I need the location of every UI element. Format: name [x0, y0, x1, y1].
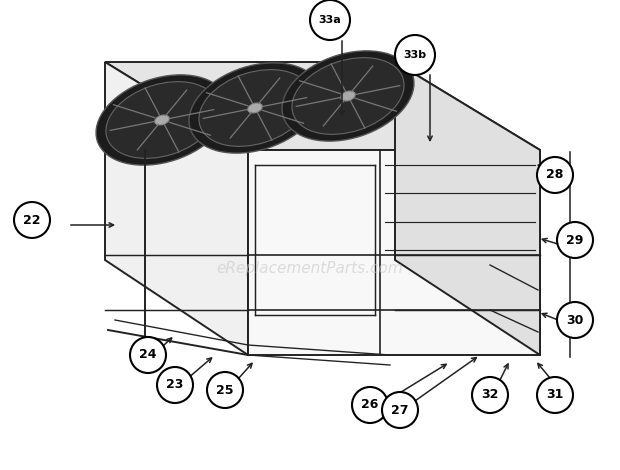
Text: 29: 29	[566, 234, 583, 246]
Circle shape	[537, 377, 573, 413]
Circle shape	[472, 377, 508, 413]
Circle shape	[352, 387, 388, 423]
Text: 26: 26	[361, 399, 379, 412]
Text: 25: 25	[216, 384, 234, 397]
Circle shape	[157, 367, 193, 403]
Ellipse shape	[292, 58, 404, 134]
Ellipse shape	[106, 82, 218, 158]
Ellipse shape	[155, 115, 169, 125]
Polygon shape	[248, 150, 540, 355]
Text: 31: 31	[546, 389, 564, 401]
Text: 24: 24	[140, 348, 157, 361]
Polygon shape	[105, 62, 540, 150]
Circle shape	[557, 222, 593, 258]
Circle shape	[395, 35, 435, 75]
Polygon shape	[395, 62, 540, 355]
Text: 22: 22	[24, 213, 41, 227]
Text: 33a: 33a	[319, 15, 342, 25]
Text: 23: 23	[166, 378, 184, 392]
Text: 33b: 33b	[404, 50, 427, 60]
Text: eReplacementParts.com: eReplacementParts.com	[216, 260, 404, 275]
Text: 28: 28	[546, 169, 564, 181]
Circle shape	[382, 392, 418, 428]
Polygon shape	[105, 62, 248, 355]
Text: 27: 27	[391, 404, 409, 416]
Circle shape	[14, 202, 50, 238]
Circle shape	[207, 372, 243, 408]
Circle shape	[310, 0, 350, 40]
Ellipse shape	[199, 70, 311, 146]
Text: 32: 32	[481, 389, 498, 401]
Ellipse shape	[341, 91, 355, 101]
Circle shape	[537, 157, 573, 193]
Ellipse shape	[282, 51, 414, 141]
Ellipse shape	[96, 75, 228, 165]
Text: 30: 30	[566, 313, 583, 327]
Ellipse shape	[248, 103, 262, 113]
Ellipse shape	[189, 63, 321, 153]
Circle shape	[130, 337, 166, 373]
Circle shape	[557, 302, 593, 338]
